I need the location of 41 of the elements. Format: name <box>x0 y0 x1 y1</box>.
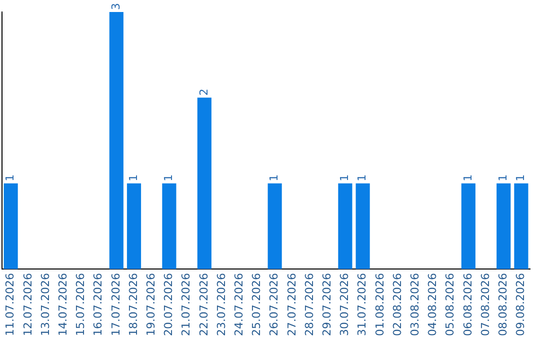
x-tick-label: 16.07.2026 <box>92 273 105 336</box>
x-tick-label: 05.08.2026 <box>444 273 457 336</box>
data-label: 1 <box>338 174 352 182</box>
data-label: 1 <box>4 174 17 182</box>
x-tick-label: 21.07.2026 <box>180 273 193 336</box>
x-tick-label: 30.07.2026 <box>338 273 352 336</box>
data-label: 1 <box>268 174 281 182</box>
data-label: 3 <box>109 3 122 10</box>
x-tick-label: 01.08.2026 <box>373 273 386 336</box>
x-tick-label: 06.08.2026 <box>461 273 474 336</box>
x-tick-label: 23.07.2026 <box>214 273 228 336</box>
x-tick-label: 04.08.2026 <box>426 273 440 336</box>
x-tick-label: 17.07.2026 <box>109 273 122 336</box>
x-tick-label: 27.07.2026 <box>285 273 298 336</box>
x-tick-label: 09.08.2026 <box>514 273 528 336</box>
x-tick-label: 18.07.2026 <box>126 273 140 336</box>
x-tick-label: 14.07.2026 <box>56 273 70 336</box>
data-label: 1 <box>461 174 474 182</box>
x-tick-label: 29.07.2026 <box>320 273 334 336</box>
x-tick-label: 07.08.2026 <box>478 273 492 336</box>
data-label: 2 <box>197 88 210 96</box>
data-label: 1 <box>356 174 369 182</box>
x-tick-label: 25.07.2026 <box>250 273 264 336</box>
data-label: 1 <box>162 174 176 182</box>
x-tick-label: 12.07.2026 <box>21 273 34 336</box>
data-label: 1 <box>126 174 140 182</box>
data-label: 1 <box>514 174 528 182</box>
x-tick-label: 15.07.2026 <box>74 273 88 336</box>
x-tick-label: 26.07.2026 <box>268 273 281 336</box>
x-tick-label: 24.07.2026 <box>232 273 246 336</box>
x-tick-label: 22.07.2026 <box>197 273 210 336</box>
x-tick-label: 08.08.2026 <box>496 273 510 336</box>
x-tick-label: 31.07.2026 <box>356 273 369 336</box>
data-label: 1 <box>496 174 510 182</box>
x-tick-label: 20.07.2026 <box>162 273 176 336</box>
x-tick-label: 11.07.2026 <box>4 273 17 336</box>
x-tick-label: 03.08.2026 <box>408 273 422 336</box>
x-tick-label: 28.07.2026 <box>302 273 316 336</box>
x-tick-label: 02.08.2026 <box>390 273 404 336</box>
x-tick-label: 19.07.2026 <box>144 273 158 336</box>
x-tick-label: 13.07.2026 <box>38 273 52 336</box>
